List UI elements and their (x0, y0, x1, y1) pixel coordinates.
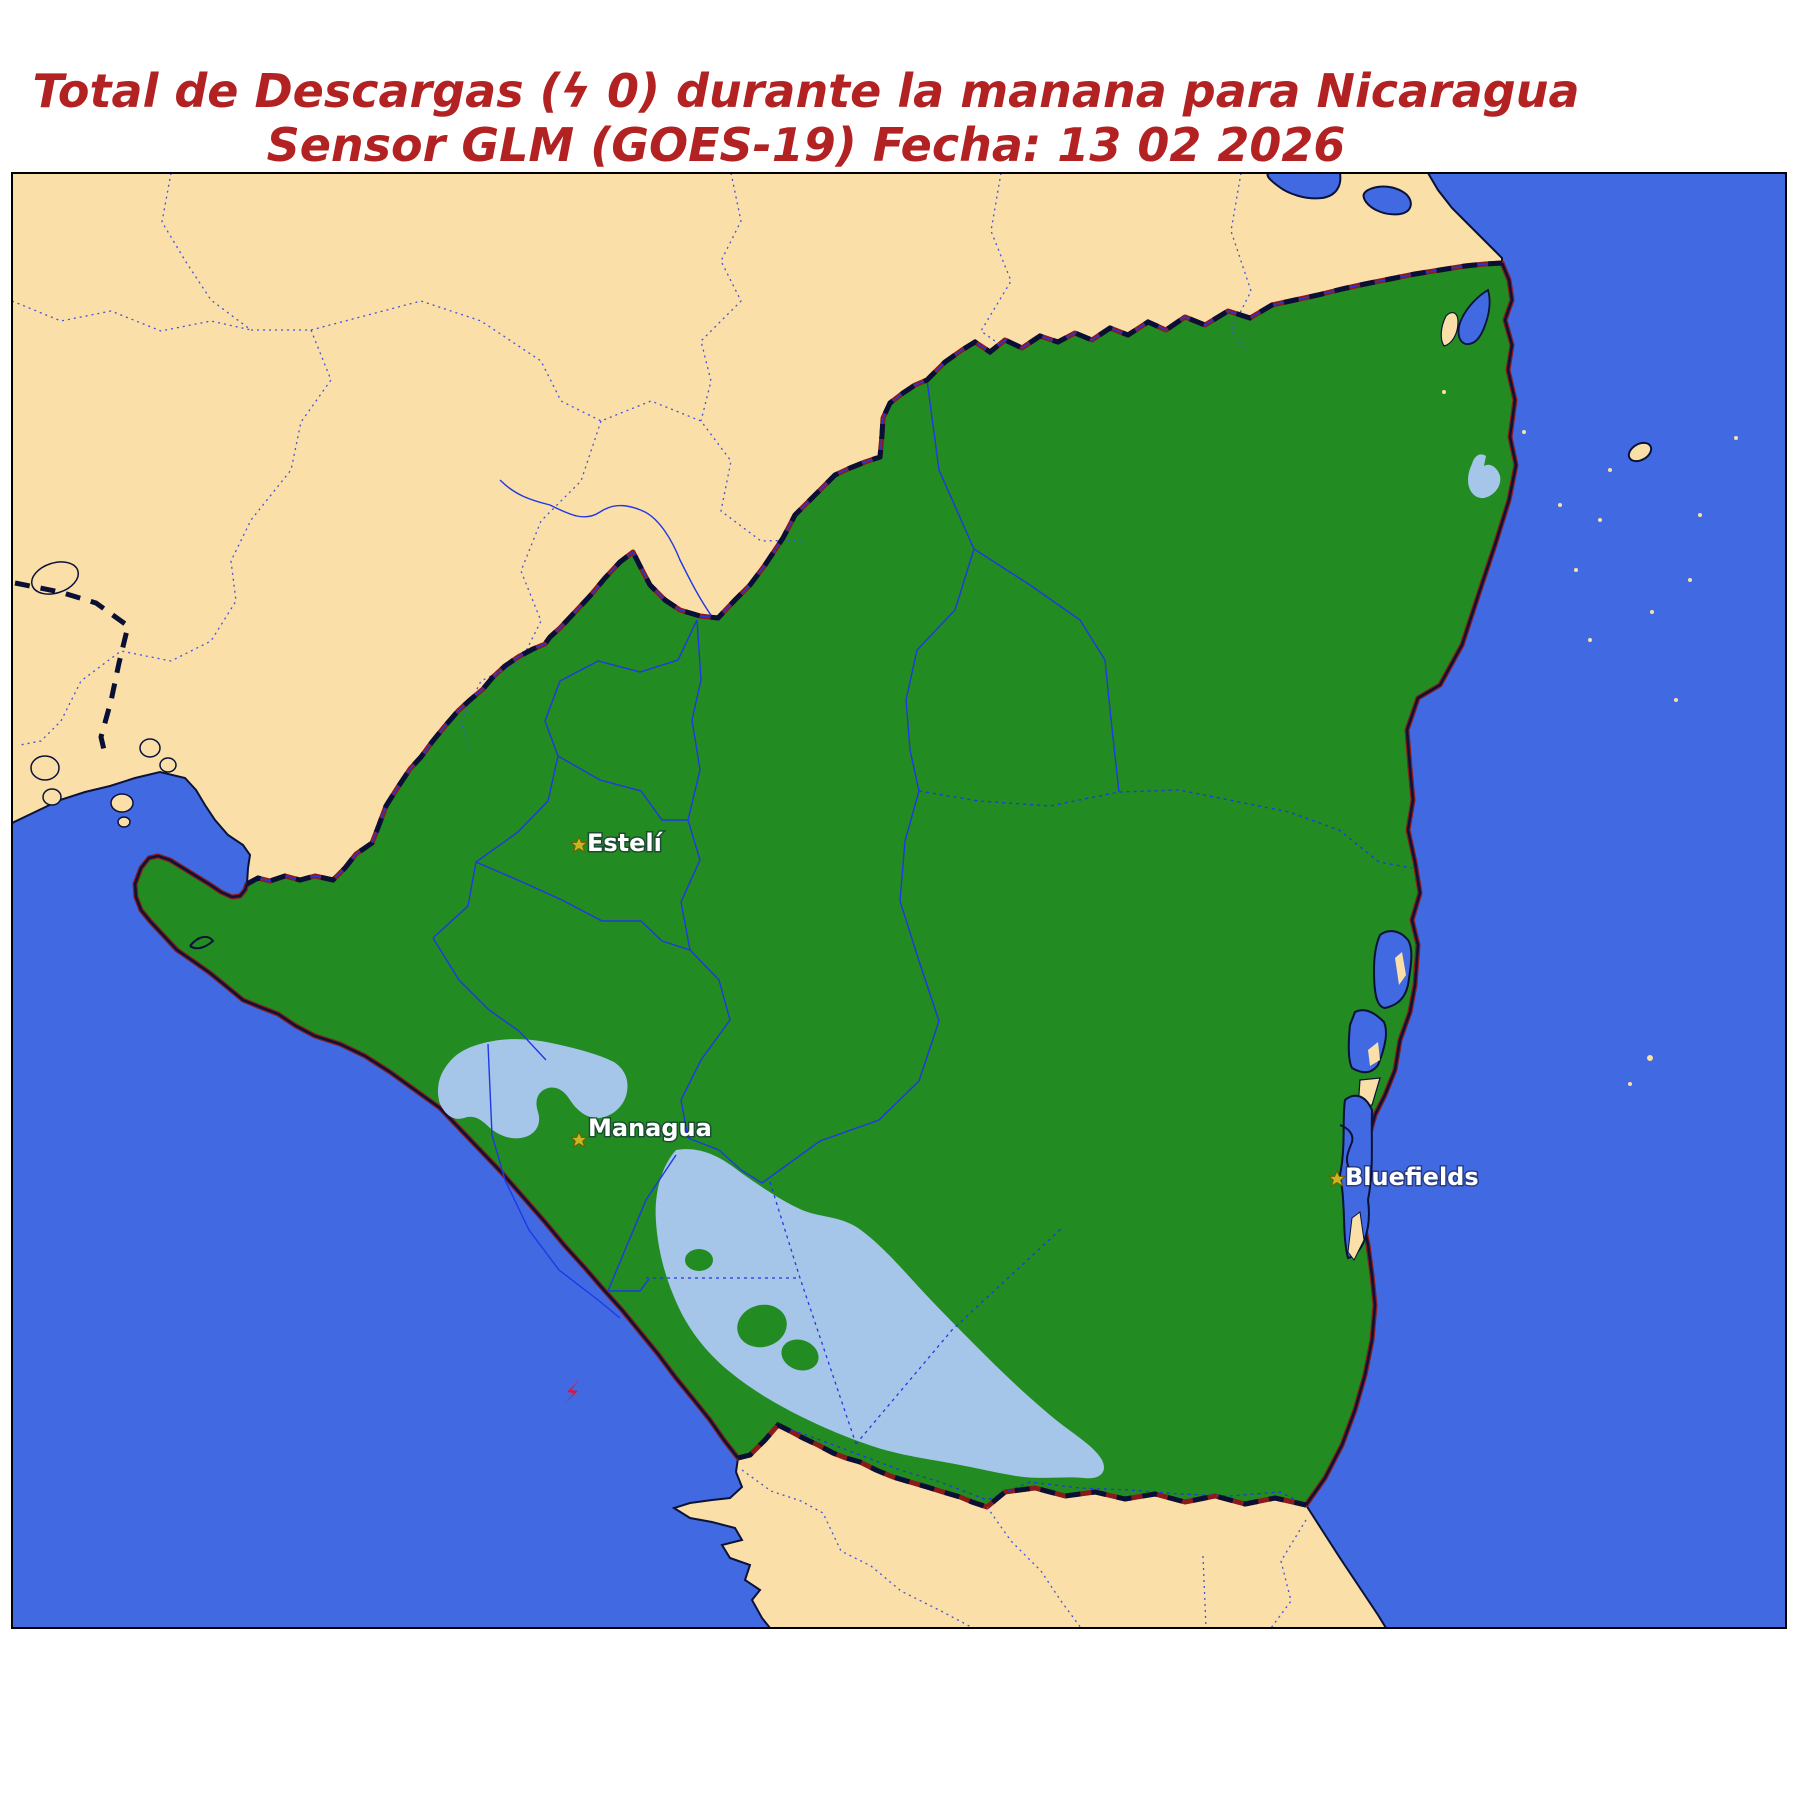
title-line-1: Total de Descargas (ϟ 0) durante la mana… (32, 64, 1580, 118)
lake-nicaragua (655, 1149, 1104, 1479)
city-label-esteli: Estelí (587, 829, 664, 857)
estero-squiggle (189, 935, 215, 950)
gulf-islands (30, 561, 177, 828)
lightning-flash-icon (565, 1380, 579, 1403)
city-label-bluefields: Bluefields (1345, 1163, 1479, 1191)
border-elsalvador-honduras (14, 580, 131, 751)
caribbean-coastline (1304, 262, 1518, 1506)
honduras-admin-lines (12, 173, 1252, 753)
lake-islands (685, 1249, 819, 1371)
border-honduras-nicaragua (245, 260, 1503, 887)
caratasca-lagoons (1266, 173, 1412, 216)
corn-island (1647, 1055, 1653, 1061)
zapatera-island (685, 1249, 713, 1271)
pearl-lagoon (1347, 930, 1413, 1109)
city-markers: Estelí Managua Bluefields (570, 828, 1480, 1193)
honduras-river (499, 479, 714, 619)
lake-managua (437, 1039, 628, 1139)
city-label-managua: Managua (588, 1114, 712, 1142)
costa-rica-admin-lines (741, 1469, 1307, 1628)
pacific-coastline (133, 854, 739, 1459)
nicaragua-department-lines (432, 379, 1120, 1319)
northeast-lagoon (1468, 454, 1501, 499)
caribbean-cays (1442, 390, 1738, 1086)
cape-delta-inlet (1440, 288, 1491, 347)
map-frame (11, 172, 1787, 1629)
bluefields-lagoon (1338, 1094, 1374, 1261)
ometepe-island (737, 1304, 787, 1348)
miskito-cay (1627, 441, 1653, 463)
title-line-2: Sensor GLM (GOES-19) Fecha: 13 02 2026 (266, 118, 1346, 172)
nicaragua-dotted-lines (646, 789, 1413, 1506)
